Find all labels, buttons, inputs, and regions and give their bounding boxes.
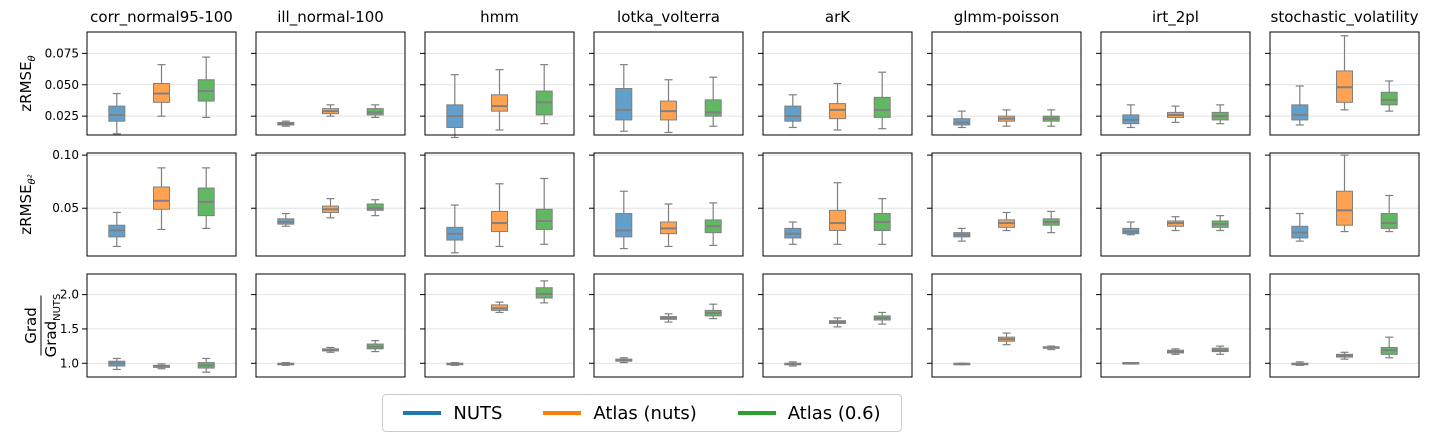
legend-item-nuts: NUTS bbox=[403, 403, 502, 424]
axes-frame-r1-c0 bbox=[86, 152, 237, 257]
axes-frame-r2-c5 bbox=[931, 273, 1082, 378]
ylabel-row-2: Grad GradNUTS bbox=[22, 294, 63, 358]
box-r0-c3-s0-body bbox=[615, 88, 633, 121]
ylabel-numerator: Grad bbox=[22, 307, 40, 344]
axes-frame-r2-c1 bbox=[255, 273, 406, 378]
axes-frame-r2-c6 bbox=[1100, 273, 1251, 378]
legend-label-atlas-nuts: Atlas (nuts) bbox=[593, 402, 697, 424]
box-r1-c2-s1-body bbox=[491, 210, 508, 233]
axes-frame-r1-c1 bbox=[255, 152, 406, 257]
box-r1-c7-s2-body bbox=[1380, 213, 1398, 229]
ytick-label-r0-2: 0.075 bbox=[45, 46, 79, 60]
box-r1-c7-s1-body bbox=[1336, 190, 1353, 226]
ytick-label-r2-1: 1.5 bbox=[60, 322, 79, 336]
axes-frame-r1-c4 bbox=[762, 152, 913, 257]
legend-item-atlas-nuts: Atlas (nuts) bbox=[543, 402, 697, 424]
box-r0-c4-s1-body bbox=[829, 103, 846, 120]
axes-frame-r0-c4 bbox=[762, 31, 913, 136]
box-r1-c3-s0-body bbox=[615, 213, 633, 238]
axes-frame-r0-c7 bbox=[1269, 31, 1420, 136]
ylabel-row-0: zRMSEθ bbox=[17, 55, 38, 111]
axes-frame-r0-c5 bbox=[931, 31, 1082, 136]
ytick-label-r0-1: 0.050 bbox=[45, 78, 79, 92]
axes-frame-r2-c2 bbox=[424, 273, 575, 378]
legend-swatch-atlas-06 bbox=[737, 411, 776, 415]
column-title-6: irt_2pl bbox=[1152, 8, 1199, 27]
box-r1-c2-s2-body bbox=[535, 208, 553, 230]
box-r1-c1-s2-body bbox=[366, 203, 384, 211]
column-title-7: stochastic_volatility bbox=[1271, 8, 1419, 27]
box-r1-c0-s1-body bbox=[153, 186, 170, 210]
column-title-1: ill_normal-100 bbox=[277, 8, 384, 27]
legend-label-atlas-06: Atlas (0.6) bbox=[787, 402, 881, 424]
axes-frame-r2-c7 bbox=[1269, 273, 1420, 378]
legend-label-nuts: NUTS bbox=[453, 402, 503, 424]
ytick-label-r0-0: 0.025 bbox=[45, 109, 79, 123]
box-r0-c3-s2-body bbox=[704, 99, 722, 117]
box-r0-c4-s0-body bbox=[784, 105, 802, 122]
legend: NUTS Atlas (nuts) Atlas (0.6) bbox=[382, 394, 902, 432]
box-r0-c7-s2-body bbox=[1380, 91, 1398, 106]
axes-frame-r1-c6 bbox=[1100, 152, 1251, 257]
axes-frame-r1-c3 bbox=[593, 152, 744, 257]
ytick-label-r2-0: 1.0 bbox=[60, 356, 79, 370]
box-r0-c4-s2-body bbox=[873, 96, 891, 118]
axes-frame-r0-c3 bbox=[593, 31, 744, 136]
ytick-label-r2-2: 2.0 bbox=[60, 288, 79, 302]
legend-swatch-atlas-nuts bbox=[543, 411, 582, 415]
axes-frame-r2-c0 bbox=[86, 273, 237, 378]
axes-frame-r1-c7 bbox=[1269, 152, 1420, 257]
axes-frame-r0-c6 bbox=[1100, 31, 1251, 136]
box-r0-c0-s0-body bbox=[108, 105, 126, 122]
ytick-label-r1-0: 0.05 bbox=[52, 201, 79, 215]
axes-frame-r0-c0 bbox=[86, 31, 237, 136]
column-title-4: arK bbox=[825, 8, 851, 26]
legend-item-atlas-06: Atlas (0.6) bbox=[737, 402, 881, 424]
axes-frame-r1-c5 bbox=[931, 152, 1082, 257]
axes-frame-r2-c3 bbox=[593, 273, 744, 378]
column-title-5: glmm-poisson bbox=[954, 8, 1060, 26]
box-r0-c7-s0-body bbox=[1291, 104, 1309, 121]
ylabel-row-1: zRMSEθ² bbox=[17, 174, 38, 234]
axes-frame-r0-c2 bbox=[424, 31, 575, 136]
column-title-3: lotka_volterra bbox=[617, 8, 720, 27]
box-r0-c2-s1-body bbox=[491, 94, 508, 112]
ytick-label-r1-1: 0.10 bbox=[52, 148, 79, 162]
axes-frame-r0-c1 bbox=[255, 31, 406, 136]
axes-frame-r1-c2 bbox=[424, 152, 575, 257]
box-r1-c4-s1-body bbox=[829, 209, 846, 232]
legend-swatch-nuts bbox=[403, 411, 442, 415]
column-title-0: corr_normal95-100 bbox=[90, 8, 233, 27]
box-r2-c2-s2-body bbox=[535, 287, 553, 299]
ylabel-denominator: GradNUTS bbox=[42, 294, 63, 358]
column-title-2: hmm bbox=[480, 8, 519, 26]
axes-frame-r2-c4 bbox=[762, 273, 913, 378]
